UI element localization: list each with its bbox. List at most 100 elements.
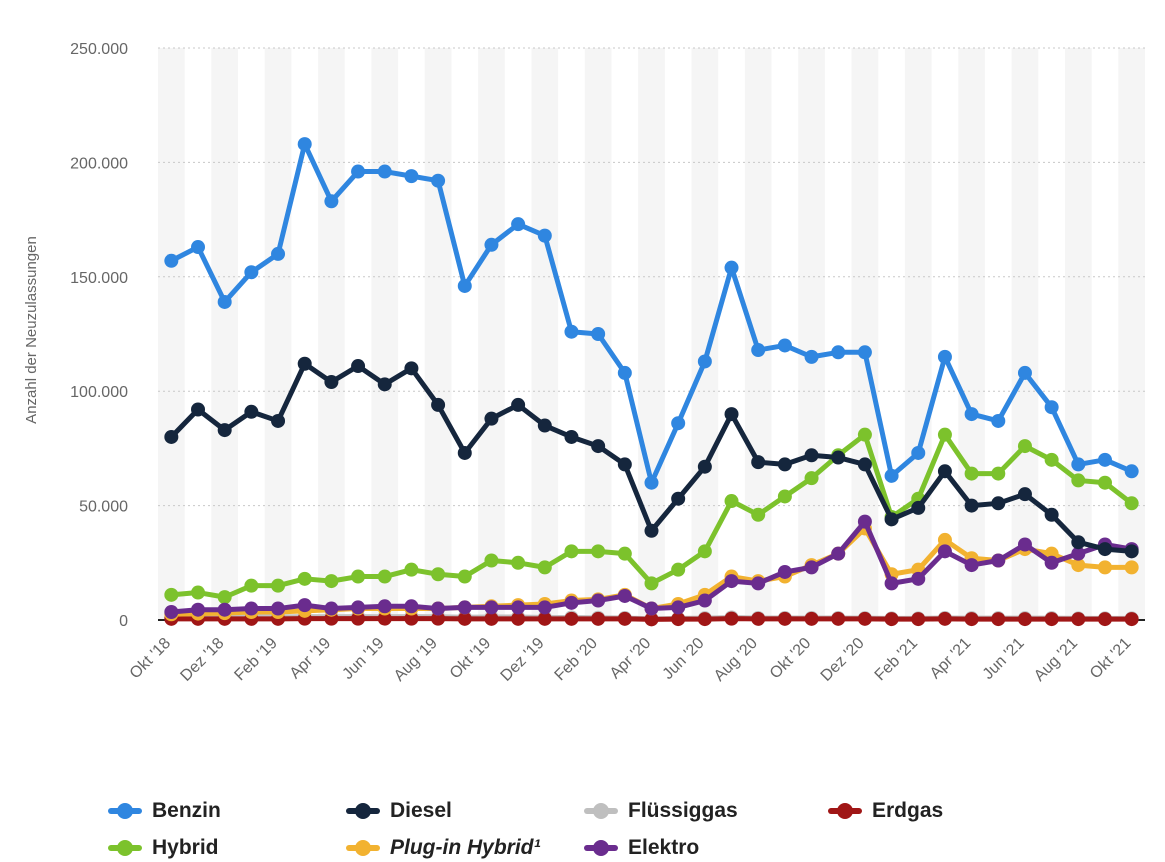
data-point <box>431 567 446 582</box>
data-point <box>217 602 232 617</box>
data-point <box>511 217 526 232</box>
data-point <box>351 359 366 374</box>
data-point <box>351 600 366 615</box>
data-point <box>1044 507 1059 522</box>
data-point <box>1071 546 1086 561</box>
data-point <box>377 377 392 392</box>
data-point <box>431 173 446 188</box>
legend-item-elektro[interactable]: Elektro <box>584 835 699 861</box>
data-point <box>991 553 1006 568</box>
data-point <box>617 546 632 561</box>
data-point <box>964 466 979 481</box>
x-tick-label: Apr '21 <box>927 635 975 683</box>
y-tick-label: 100.000 <box>70 384 128 401</box>
y-tick-label: 250.000 <box>70 41 128 58</box>
legend-item-fluessiggas[interactable]: Flüssiggas <box>584 798 738 824</box>
column-band <box>211 48 239 620</box>
data-point <box>564 429 579 444</box>
x-tick-label: Apr '20 <box>607 635 655 683</box>
data-point <box>831 611 846 626</box>
legend-item-hybrid[interactable]: Hybrid <box>108 835 219 861</box>
data-point <box>404 611 419 626</box>
legend-label: Plug-in Hybrid¹ <box>390 836 541 859</box>
data-point <box>191 602 206 617</box>
data-point <box>804 471 819 486</box>
x-tick-label: Dez '20 <box>818 635 868 685</box>
legend-label: Hybrid <box>152 836 219 859</box>
data-point <box>1124 560 1139 575</box>
data-point <box>857 457 872 472</box>
data-point <box>804 349 819 364</box>
y-tick-label: 200.000 <box>70 155 128 172</box>
data-point <box>591 439 606 454</box>
x-tick-label: Okt '20 <box>767 635 815 683</box>
y-axis-title: Anzahl der Neuzulassungen <box>23 236 40 424</box>
data-point <box>164 587 179 602</box>
data-point <box>1124 496 1139 511</box>
y-tick-label: 150.000 <box>70 270 128 287</box>
data-point <box>457 569 472 584</box>
data-point <box>351 569 366 584</box>
data-point <box>404 599 419 614</box>
data-point <box>164 429 179 444</box>
data-point <box>1097 475 1112 490</box>
data-point <box>1044 400 1059 415</box>
line-chart: 0 50.000 100.000 150.000 200.000 250.000 Anzah… <box>23 41 1145 685</box>
data-point <box>457 600 472 615</box>
series-elektro <box>164 514 1139 619</box>
data-point <box>777 457 792 472</box>
data-point <box>431 397 446 412</box>
data-point <box>564 324 579 339</box>
data-point <box>697 612 712 627</box>
data-point <box>564 595 579 610</box>
data-point <box>377 164 392 179</box>
data-point <box>857 345 872 360</box>
data-point <box>537 600 552 615</box>
data-point <box>857 611 872 626</box>
column-band <box>744 48 772 620</box>
data-point <box>777 489 792 504</box>
column-band <box>531 48 559 620</box>
data-point <box>964 407 979 422</box>
data-point <box>377 569 392 584</box>
data-point <box>884 468 899 483</box>
data-point <box>724 407 739 422</box>
data-point <box>937 349 952 364</box>
data-point <box>831 345 846 360</box>
legend-swatch-icon <box>108 837 142 859</box>
data-point <box>697 544 712 559</box>
data-point <box>777 611 792 626</box>
data-point <box>244 601 259 616</box>
x-tick-label: Okt '21 <box>1087 635 1135 683</box>
legend-item-benzin[interactable]: Benzin <box>108 798 221 824</box>
column-band <box>371 48 399 620</box>
data-point <box>591 544 606 559</box>
legend-item-plug-in-hybrid[interactable]: Plug-in Hybrid¹ <box>346 835 541 861</box>
data-point <box>217 423 232 438</box>
data-point <box>724 611 739 626</box>
x-tick-label: Feb '19 <box>231 635 280 684</box>
data-point <box>591 611 606 626</box>
data-point <box>537 418 552 433</box>
data-point <box>724 260 739 275</box>
data-point <box>617 365 632 380</box>
data-point <box>1097 452 1112 467</box>
data-point <box>671 612 686 627</box>
data-point <box>644 601 659 616</box>
data-point <box>217 590 232 605</box>
data-point <box>591 593 606 608</box>
legend-item-erdgas[interactable]: Erdgas <box>828 798 943 824</box>
y-tick-label: 0 <box>119 613 128 630</box>
data-point <box>191 240 206 255</box>
data-point <box>564 544 579 559</box>
data-point <box>351 164 366 179</box>
data-point <box>324 375 339 390</box>
data-point <box>324 194 339 209</box>
data-point <box>911 500 926 515</box>
data-point <box>937 532 952 547</box>
legend-item-diesel[interactable]: Diesel <box>346 798 452 824</box>
data-point <box>884 576 899 591</box>
x-tick-label: Apr '19 <box>287 635 335 683</box>
data-point <box>751 576 766 591</box>
